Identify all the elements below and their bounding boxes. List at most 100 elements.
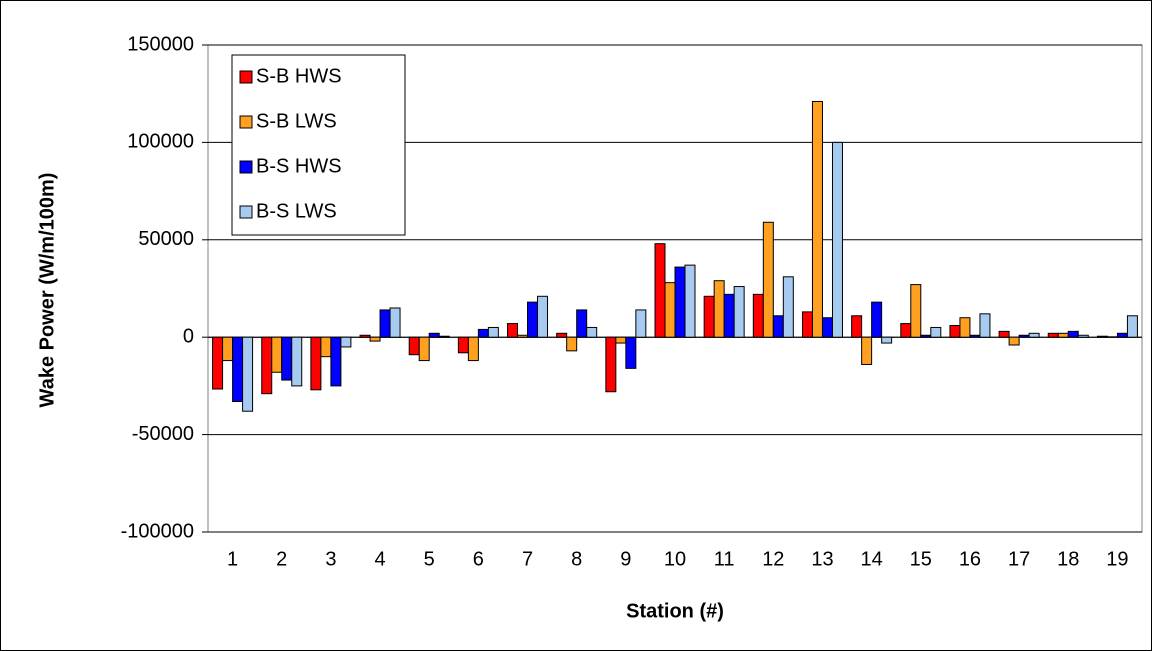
bar: [310, 336, 322, 391]
bar: [1028, 332, 1040, 338]
bar: [369, 336, 381, 342]
bar: [811, 100, 823, 338]
y-tick-label: 0: [183, 325, 194, 347]
x-tick-label: 2: [276, 548, 287, 570]
x-tick-label: 7: [522, 548, 533, 570]
bar: [881, 336, 893, 344]
x-tick-label: 12: [762, 548, 784, 570]
bar: [713, 280, 725, 338]
legend-label: S-B HWS: [256, 65, 342, 87]
bar: [556, 332, 568, 338]
bar: [900, 323, 912, 338]
bar: [733, 286, 745, 338]
bar: [566, 336, 578, 352]
bar: [359, 334, 371, 338]
bar: [949, 325, 961, 338]
x-axis-label: Station (#): [626, 600, 724, 622]
bar: [1126, 315, 1138, 338]
y-tick-label: 100000: [127, 131, 194, 153]
x-tick-label: 9: [620, 548, 631, 570]
legend-label: B-S LWS: [256, 200, 337, 222]
bar: [428, 332, 440, 338]
x-tick-label: 18: [1057, 548, 1079, 570]
y-axis-label: Wake Power (W/m/100m): [36, 173, 58, 408]
bar: [801, 311, 813, 338]
bar: [586, 326, 598, 338]
bar: [615, 336, 627, 344]
legend-box: [231, 54, 406, 236]
bar: [330, 336, 342, 387]
x-tick-label: 13: [811, 548, 833, 570]
x-tick-label: 10: [664, 548, 686, 570]
bar: [1047, 332, 1059, 338]
y-tick-label: 150000: [127, 33, 194, 55]
legend-swatch: [239, 160, 253, 174]
bar: [861, 336, 873, 365]
x-tick-label: 11: [714, 548, 735, 570]
x-tick-label: 15: [910, 548, 932, 570]
x-tick-label: 4: [374, 548, 385, 570]
bar: [517, 334, 529, 338]
legend-label: S-B LWS: [256, 110, 337, 132]
bar: [998, 330, 1010, 338]
y-tick-label: -50000: [132, 423, 194, 445]
x-tick-label: 8: [571, 548, 582, 570]
bar: [537, 295, 549, 338]
bar: [1057, 332, 1069, 338]
x-tick-label: 5: [424, 548, 435, 570]
bar: [320, 336, 332, 358]
bar: [527, 301, 539, 338]
bar: [1096, 335, 1108, 338]
bar: [654, 243, 666, 338]
bar: [703, 295, 715, 338]
bar: [979, 313, 991, 338]
x-tick-label: 17: [1008, 548, 1030, 570]
x-tick-label: 14: [861, 548, 883, 570]
bar: [242, 336, 254, 412]
bar: [261, 336, 273, 395]
bar: [625, 336, 637, 369]
bar: [821, 317, 833, 338]
bar: [467, 336, 479, 362]
bar: [871, 301, 883, 338]
bar: [271, 336, 283, 373]
x-tick-label: 1: [227, 548, 238, 570]
bar: [959, 317, 971, 338]
bar: [752, 293, 764, 338]
legend-swatch: [239, 70, 253, 84]
bar: [969, 334, 981, 338]
bar: [408, 336, 420, 356]
bar: [576, 309, 588, 338]
legend-swatch: [239, 115, 253, 129]
bar: [457, 336, 469, 354]
x-tick-label: 19: [1106, 548, 1128, 570]
bar: [232, 336, 244, 402]
bar: [762, 221, 774, 338]
bar: [487, 326, 499, 338]
bar: [664, 282, 676, 338]
bar: [851, 315, 863, 338]
bar: [930, 326, 942, 338]
bar: [507, 323, 519, 338]
bar: [1008, 336, 1020, 346]
bar: [1018, 334, 1030, 338]
bar: [1077, 334, 1089, 338]
x-tick-label: 6: [473, 548, 484, 570]
bar: [438, 335, 450, 338]
bar: [1116, 332, 1128, 338]
bar: [477, 328, 489, 338]
bar: [920, 334, 932, 338]
bar: [379, 309, 391, 338]
bar: [281, 336, 293, 381]
bar: [222, 336, 234, 362]
bar: [684, 264, 696, 338]
y-tick-label: -100000: [121, 520, 194, 542]
bar: [782, 276, 794, 338]
legend-swatch: [239, 205, 253, 219]
bar: [212, 336, 224, 390]
bar: [674, 266, 686, 338]
bar: [831, 141, 843, 338]
bar: [772, 315, 784, 338]
bar: [1067, 330, 1079, 338]
